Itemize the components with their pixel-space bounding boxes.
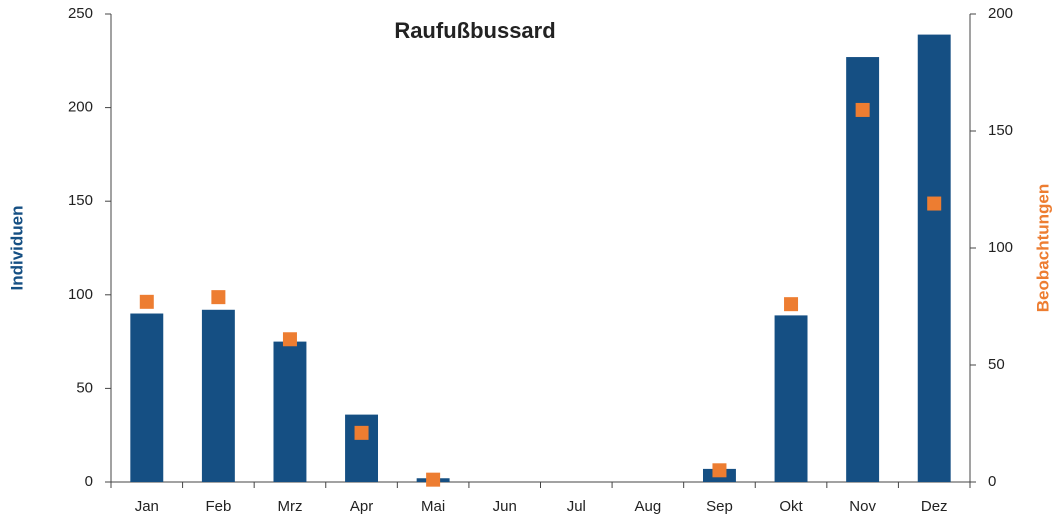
x-tick-label: Okt: [779, 498, 803, 515]
y-tick-label: 150: [68, 192, 93, 209]
chart-title: Raufußbussard: [394, 18, 555, 43]
y-axis-label: Individuen: [7, 206, 26, 291]
x-tick-label: Dez: [921, 498, 948, 515]
y2-tick-label: 200: [988, 5, 1013, 22]
marker: [855, 102, 870, 117]
marker: [927, 196, 942, 211]
x-tick-label: Jul: [567, 498, 586, 515]
x-tick-label: Nov: [849, 498, 876, 515]
x-tick-label: Jun: [493, 498, 517, 515]
x-tick-label: Mai: [421, 498, 445, 515]
x-tick-label: Aug: [635, 498, 662, 515]
marker: [784, 297, 799, 312]
y-tick-label: 250: [68, 5, 93, 22]
bar: [917, 34, 951, 482]
y-tick-label: 50: [76, 379, 93, 396]
y-tick-label: 200: [68, 99, 93, 116]
y2-tick-label: 50: [988, 356, 1005, 373]
bar: [201, 309, 235, 482]
y2-tick-label: 0: [988, 473, 996, 490]
x-tick-label: Jan: [135, 498, 159, 515]
bar: [130, 313, 164, 482]
bar: [774, 315, 808, 482]
marker: [426, 472, 441, 487]
x-tick-label: Apr: [350, 498, 373, 515]
y2-axis-label: Beobachtungen: [1033, 184, 1052, 312]
marker: [354, 425, 369, 440]
y2-tick-label: 150: [988, 122, 1013, 139]
marker: [712, 463, 727, 478]
y-tick-label: 100: [68, 286, 93, 303]
marker: [282, 332, 297, 347]
x-tick-label: Feb: [205, 498, 231, 515]
bar: [345, 414, 379, 482]
y2-tick-label: 100: [988, 239, 1013, 256]
marker: [211, 290, 226, 305]
marker: [139, 294, 154, 309]
x-tick-label: Mrz: [277, 498, 302, 515]
bar: [846, 57, 880, 482]
x-tick-label: Sep: [706, 498, 733, 515]
bar: [273, 341, 307, 482]
y-tick-label: 0: [85, 473, 93, 490]
